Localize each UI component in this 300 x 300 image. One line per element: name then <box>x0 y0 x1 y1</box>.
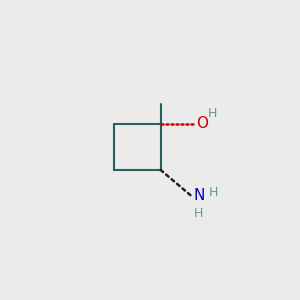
Text: N: N <box>193 188 205 203</box>
Text: H: H <box>208 186 218 199</box>
Text: H: H <box>194 207 203 220</box>
Text: O: O <box>196 116 208 131</box>
Text: H: H <box>208 107 218 120</box>
